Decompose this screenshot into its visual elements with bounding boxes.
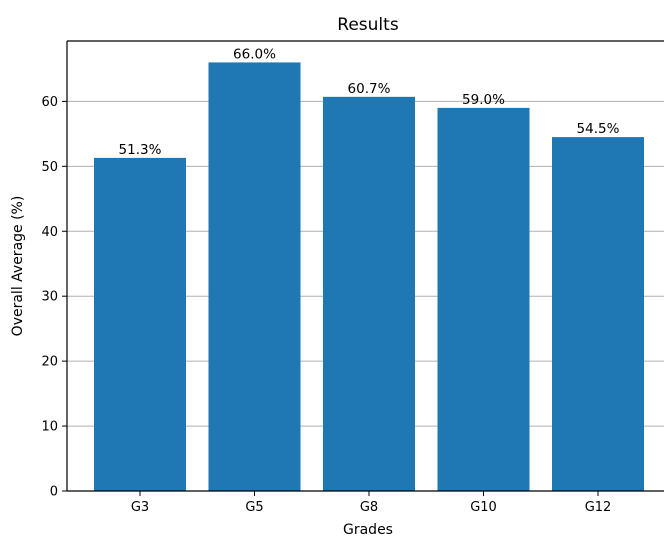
data-labels-layer: 51.3% 66.0% 60.7% 59.0% 54.5% [119,46,620,157]
y-axis-label: Overall Average (%) [10,196,26,337]
bar-g10 [437,107,530,491]
x-tick-label: G10 [470,500,497,515]
data-label-g12: 54.5% [577,121,620,137]
y-tick-label: 40 [41,225,58,240]
y-tick-label: 50 [41,160,58,175]
bar-g5 [208,62,301,492]
x-tick-label: G12 [585,500,612,515]
y-ticks-layer: 0 10 20 30 40 50 60 [41,95,67,500]
x-axis-label: Grades [343,522,393,538]
y-tick-label: 30 [41,290,58,305]
bar-g8 [323,96,415,492]
data-label-g5: 66.0% [233,46,276,62]
x-tick-label: G3 [131,500,149,515]
y-tick-label: 10 [41,420,58,435]
data-label-g3: 51.3% [119,142,162,158]
bar-g12 [552,137,644,492]
y-tick-label: 0 [50,485,58,500]
x-tick-label: G5 [245,500,263,515]
chart-title: Results [337,15,399,35]
bar-g3 [94,157,186,491]
x-tick-label: G8 [360,500,378,515]
data-label-g10: 59.0% [462,92,505,108]
y-tick-label: 20 [41,355,58,370]
bars-layer [94,62,644,492]
data-label-g8: 60.7% [348,81,391,97]
x-ticks-layer: G3 G5 G8 G10 G12 [131,491,611,515]
y-tick-label: 60 [41,95,58,110]
